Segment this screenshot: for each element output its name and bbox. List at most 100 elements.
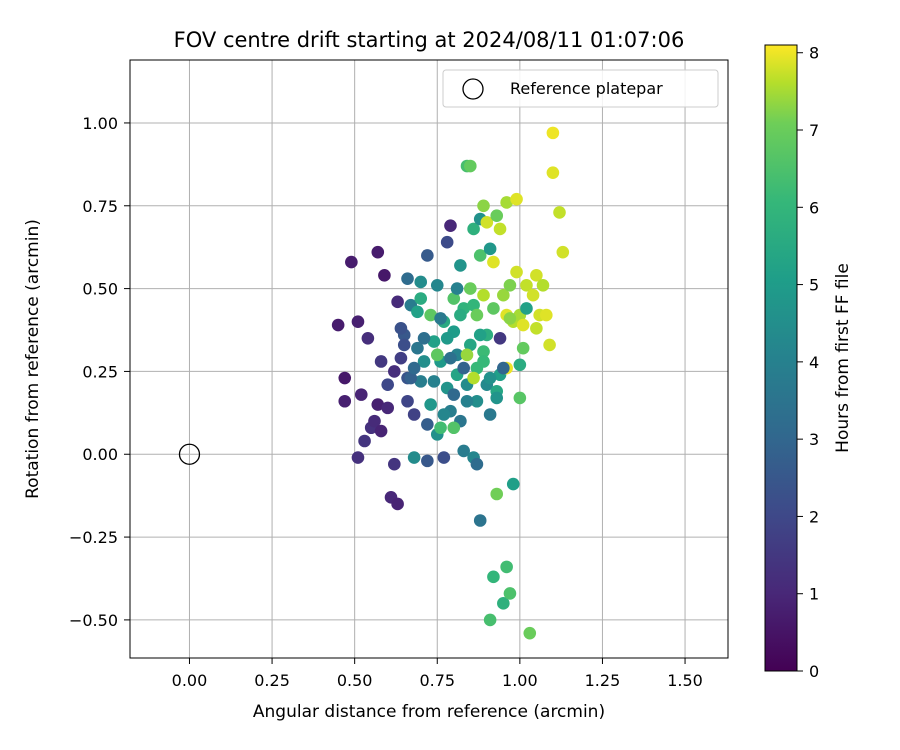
data-point — [467, 371, 480, 385]
data-point — [447, 421, 461, 435]
data-point — [493, 222, 507, 236]
data-point — [427, 375, 441, 388]
data-point — [483, 242, 497, 256]
x-tick-label: 0.75 — [419, 671, 455, 690]
data-point — [417, 331, 431, 345]
data-point — [411, 305, 424, 319]
colorbar-tick-label: 4 — [809, 353, 819, 372]
data-point — [391, 497, 404, 511]
data-point — [510, 265, 523, 279]
reference-marker — [178, 443, 201, 465]
y-tick-label: −0.25 — [69, 528, 118, 547]
data-point — [526, 288, 540, 302]
data-point — [430, 348, 444, 362]
data-point — [546, 166, 560, 179]
data-point — [506, 477, 520, 491]
data-point — [411, 341, 424, 355]
data-point — [483, 408, 497, 421]
y-tick-label: 0.50 — [82, 280, 118, 299]
legend-box — [442, 69, 719, 108]
data-point — [371, 398, 385, 411]
data-point — [530, 269, 543, 282]
data-point — [414, 375, 428, 388]
colorbar-tick-label: 5 — [809, 276, 819, 295]
data-point — [368, 414, 381, 428]
data-point — [440, 235, 454, 249]
y-axis-ticks: −0.50 −0.25 0.00 0.25 0.50 0.75 1.00 — [69, 114, 130, 630]
data-point — [516, 318, 530, 332]
data-point — [457, 444, 470, 458]
y-tick-label: −0.50 — [69, 611, 118, 630]
data-point — [457, 361, 470, 375]
data-point — [407, 408, 421, 421]
data-point — [381, 378, 395, 391]
data-point — [331, 318, 345, 332]
data-point — [493, 331, 507, 345]
data-point — [447, 388, 461, 401]
plot-frame — [129, 59, 729, 659]
x-axis-label: Angular distance from reference (arcmin) — [253, 702, 605, 722]
data-point — [450, 282, 464, 295]
data-point — [463, 159, 477, 173]
data-point — [510, 192, 523, 206]
data-point — [430, 278, 444, 292]
data-point — [388, 457, 401, 471]
data-point — [467, 298, 480, 312]
reference-platepar-marker — [178, 443, 201, 465]
y-tick-label: 1.00 — [82, 114, 118, 133]
data-point — [388, 365, 401, 378]
data-point — [361, 331, 375, 345]
chart-title: FOV centre drift starting at 2024/08/11 … — [174, 28, 685, 52]
legend: Reference platepar — [442, 69, 719, 108]
legend-reference-icon — [462, 78, 484, 100]
x-tick-label: 0.25 — [254, 671, 290, 690]
data-point — [490, 391, 504, 405]
data-point — [490, 487, 504, 501]
data-point — [371, 245, 385, 259]
data-point — [434, 312, 447, 325]
data-point — [500, 196, 513, 209]
data-point — [424, 308, 437, 322]
data-point — [473, 249, 487, 262]
data-point — [513, 358, 527, 372]
data-point — [394, 322, 408, 335]
data-point — [444, 351, 457, 365]
data-point — [374, 355, 388, 368]
data-point — [477, 355, 490, 368]
data-point — [417, 355, 431, 368]
x-axis-ticks: 0.00 0.25 0.50 0.75 1.00 1.25 1.50 — [172, 658, 703, 690]
data-point — [391, 295, 404, 309]
x-tick-label: 0.50 — [337, 671, 373, 690]
data-point — [338, 394, 352, 408]
y-axis-label: Rotation from reference (arcmin) — [23, 219, 43, 499]
data-point — [378, 269, 391, 282]
data-point — [424, 398, 437, 411]
data-point — [414, 275, 428, 289]
data-point — [434, 421, 447, 435]
data-point — [539, 308, 553, 322]
data-point — [477, 345, 490, 358]
colorbar-tick-label: 1 — [809, 585, 819, 604]
data-point — [454, 308, 467, 322]
colorbar-label: Hours from first FF file — [833, 263, 853, 453]
data-point — [454, 259, 467, 272]
data-point — [490, 209, 504, 223]
x-tick-label: 1.00 — [502, 671, 538, 690]
data-point — [401, 272, 414, 285]
data-point — [497, 597, 510, 610]
data-point — [513, 391, 527, 405]
data-point — [543, 338, 556, 352]
data-point — [487, 255, 500, 269]
data-point — [523, 626, 537, 640]
data-point — [463, 338, 477, 352]
data-point — [463, 282, 477, 295]
data-point — [500, 560, 513, 574]
data-point — [421, 249, 434, 262]
data-points — [331, 126, 570, 640]
data-point — [473, 514, 487, 527]
data-point — [467, 222, 480, 236]
data-point — [397, 338, 411, 352]
data-point — [381, 401, 395, 415]
data-point — [487, 302, 500, 315]
